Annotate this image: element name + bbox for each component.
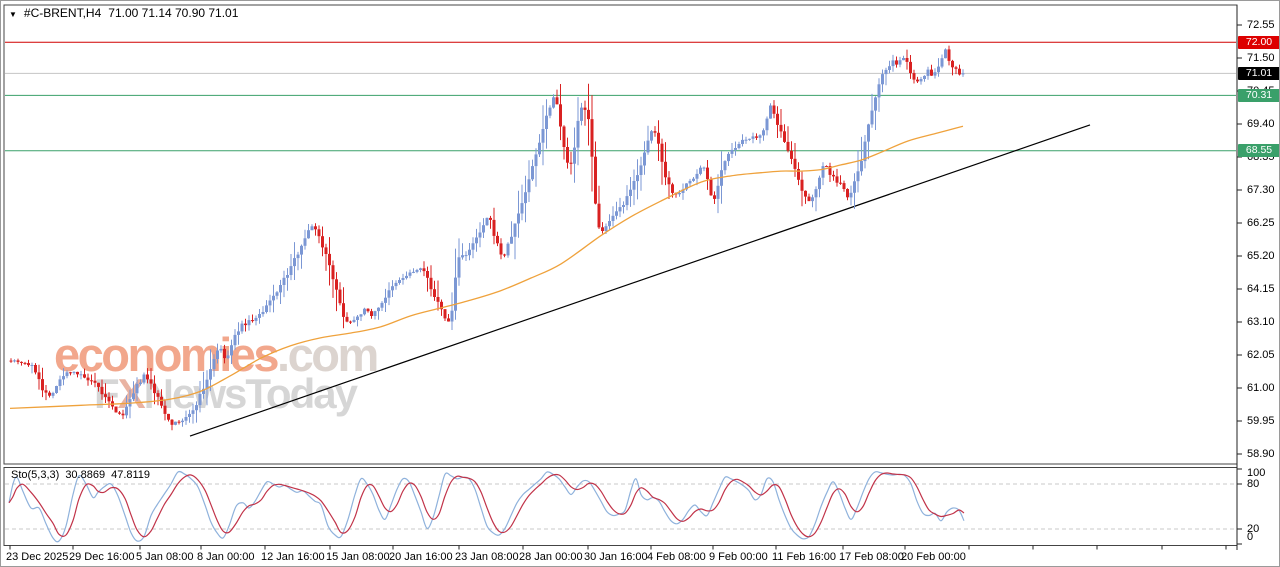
chart-dropdown-icon[interactable]: ▼ <box>9 9 17 19</box>
date-label: 20 Feb 00:00 <box>901 551 966 563</box>
price-tick-label: 65.20 <box>1247 249 1275 262</box>
moving-average-line <box>9 125 964 410</box>
stoch-tick-label: 20 <box>1247 522 1260 535</box>
price-tick-label: 72.55 <box>1247 18 1275 31</box>
price-tick-label: 58.90 <box>1247 447 1275 460</box>
support-badge: 70.31 <box>1238 88 1279 102</box>
date-label: 23 Dec 2025 <box>6 551 69 563</box>
watermark-brand-main: economies <box>54 328 280 381</box>
stoch-tick-label: 80 <box>1247 477 1260 490</box>
current-price-badge: 71.01 <box>1238 66 1279 80</box>
stochastic-k-value: 30.8869 <box>65 469 106 481</box>
date-label: 17 Feb 08:00 <box>839 551 904 563</box>
stochastic-d-value: 47.8119 <box>111 469 151 481</box>
stoch-tick-label: 0 <box>1247 530 1254 543</box>
price-tick-label: 62.05 <box>1247 348 1275 361</box>
watermark-tagline: FXNewsToday <box>94 370 358 417</box>
price-tick-label: 59.95 <box>1247 414 1275 427</box>
date-label: 20 Jan 16:00 <box>389 551 453 563</box>
price-tick-label: 67.30 <box>1247 183 1275 196</box>
price-axis-scale[interactable] <box>1237 5 1279 546</box>
stochastic-indicator-label: Sto(5,3,3) 30.8869 47.8119 <box>11 469 156 481</box>
date-label: 4 Feb 08:00 <box>647 551 706 563</box>
ohlc-values: 71.00 71.14 70.90 71.01 <box>108 6 239 20</box>
watermark-brand: economies.com <box>54 328 379 381</box>
resistance-badge: 72.00 <box>1238 35 1279 49</box>
date-label: 30 Jan 16:00 <box>584 551 648 563</box>
chart-title-bar: ▼ #C-BRENT,H4 71.00 71.14 70.90 71.01 <box>9 6 238 20</box>
stochastic-pane[interactable] <box>4 467 1237 546</box>
price-tick-label: 66.25 <box>1247 216 1275 229</box>
date-label: 12 Jan 16:00 <box>261 551 325 563</box>
price-tick-label: 69.40 <box>1247 117 1275 130</box>
price-tick-label: 61.00 <box>1247 381 1275 394</box>
time-axis-scale[interactable] <box>4 547 1237 565</box>
support-badge: 68.55 <box>1238 144 1279 158</box>
date-label: 23 Jan 08:00 <box>455 551 519 563</box>
watermark-brand-suffix: .com <box>277 328 379 381</box>
main-chart-pane[interactable] <box>4 5 1237 464</box>
date-label: 29 Dec 16:00 <box>69 551 135 563</box>
date-label: 15 Jan 08:00 <box>326 551 390 563</box>
watermark-tagline-x: X <box>117 370 146 417</box>
price-tick-label: 63.10 <box>1247 315 1275 328</box>
stochastic-signal-line <box>8 472 965 538</box>
stochastic-name: Sto(5,3,3) <box>11 469 60 481</box>
candles <box>9 45 965 431</box>
date-label: 9 Feb 00:00 <box>709 551 768 563</box>
ascending-trendline <box>189 124 1091 437</box>
stoch-tick-label: 100 <box>1247 466 1266 479</box>
symbol-period-label: #C-BRENT,H4 <box>23 6 102 20</box>
price-tick-label: 64.15 <box>1247 282 1275 295</box>
date-label: 8 Jan 00:00 <box>197 551 255 563</box>
watermark-tagline-rest: NewsToday <box>143 370 358 417</box>
price-tick-label: 71.50 <box>1247 51 1275 64</box>
date-label: 5 Jan 08:00 <box>136 551 194 563</box>
date-label: 28 Jan 00:00 <box>519 551 583 563</box>
date-label: 11 Feb 16:00 <box>772 551 837 563</box>
